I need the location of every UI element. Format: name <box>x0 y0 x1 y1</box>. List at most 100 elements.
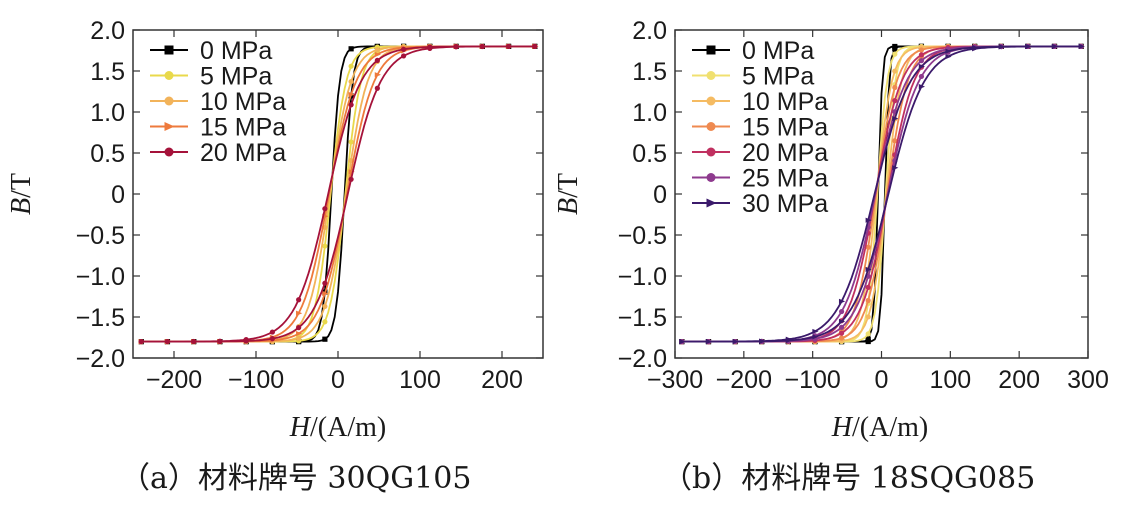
data-point <box>505 43 512 50</box>
data-point <box>918 52 925 58</box>
data-point <box>453 44 459 50</box>
data-point <box>705 338 713 345</box>
legend-marker <box>164 71 174 80</box>
y-tick-label: 1.0 <box>90 99 125 127</box>
data-point <box>865 284 871 290</box>
data-point <box>296 330 303 337</box>
legend-label: 15 MPa <box>200 114 286 142</box>
x-tick-label: −200 <box>716 366 772 394</box>
x-tick-label: −200 <box>146 366 202 394</box>
data-point <box>374 51 381 58</box>
data-point <box>296 310 303 316</box>
y-tick-label: −1.0 <box>76 263 125 291</box>
data-point <box>348 139 354 145</box>
legend-label: 10 MPa <box>200 88 286 116</box>
x-tick-label: 200 <box>998 366 1040 394</box>
x-tick-label: 200 <box>481 366 523 394</box>
y-tick-label: 1.0 <box>632 99 667 127</box>
data-point <box>972 46 979 52</box>
y-tick-label: 2.0 <box>90 17 125 45</box>
data-point <box>427 45 433 51</box>
legend-label: 5 MPa <box>200 63 272 91</box>
y-tick-label: −0.5 <box>618 222 667 250</box>
data-point <box>322 206 328 212</box>
data-point <box>732 338 739 345</box>
data-point <box>918 84 926 90</box>
panel-b-curves <box>679 43 1085 345</box>
data-point <box>892 84 898 91</box>
legend-marker <box>706 96 716 106</box>
legend-marker <box>706 45 716 55</box>
x-tick-label: 0 <box>875 366 889 394</box>
data-point <box>679 338 686 345</box>
x-tick-label: −100 <box>228 366 284 394</box>
panel-a-ticks: −200 −100 0 100 200 −2.0 −1.5 −1.0 −0.5 0 0.5 1.0 1.… <box>76 17 543 394</box>
data-point <box>269 336 275 342</box>
data-point <box>865 314 871 320</box>
data-point <box>838 330 845 336</box>
data-point <box>865 331 871 337</box>
data-point <box>918 63 926 70</box>
data-point <box>838 308 845 315</box>
legend-label: 20 MPa <box>200 139 286 167</box>
data-point <box>322 303 328 310</box>
data-point <box>401 53 407 59</box>
y-tick-label: 1.5 <box>632 58 667 86</box>
x-tick-label: −100 <box>785 366 841 394</box>
data-point <box>374 72 381 78</box>
data-point <box>759 338 766 344</box>
panel-a-ylabel: B/T <box>6 173 37 215</box>
data-point <box>348 63 354 69</box>
x-tick-label: 100 <box>929 366 971 394</box>
data-point <box>1025 43 1032 50</box>
data-point <box>348 169 355 175</box>
data-point <box>865 244 871 250</box>
panel-b-ticks: −300 −200 −100 0 100 200 300−2.0−1.5−1.0−0.500… <box>618 17 1109 394</box>
data-point <box>865 217 872 223</box>
data-point <box>348 78 354 85</box>
y-tick-label: −2.0 <box>618 345 667 373</box>
panel-a-plot-frame <box>132 29 544 359</box>
y-tick-label: −1.5 <box>618 304 667 332</box>
panel-a-curves <box>138 43 539 345</box>
legend-label: 0 MPa <box>742 37 814 65</box>
data-point <box>838 324 845 330</box>
data-point <box>269 329 275 335</box>
data-point <box>374 47 380 53</box>
data-point <box>401 46 407 52</box>
data-point <box>918 73 925 80</box>
data-point <box>1051 43 1059 50</box>
panel-b-ylabel: B/T <box>553 173 584 215</box>
data-point <box>892 115 899 122</box>
data-point <box>865 338 871 345</box>
x-tick-label: 100 <box>399 366 441 394</box>
data-point <box>348 176 354 182</box>
y-tick-label: 0 <box>111 181 125 209</box>
legend-label: 20 MPa <box>742 139 828 167</box>
panel-a-xlabel: H/(A/m) <box>289 412 386 443</box>
data-point <box>322 336 328 342</box>
panel-b-xlabel: H/(A/m) <box>831 412 928 443</box>
legend-marker <box>164 122 175 131</box>
data-point <box>322 319 328 325</box>
y-tick-label: −1.5 <box>76 304 125 332</box>
data-point <box>892 68 898 74</box>
legend-marker <box>706 122 716 131</box>
legend-label: 15 MPa <box>742 114 828 142</box>
data-point <box>374 57 380 64</box>
panel-a-caption: （a）材料牌号 30QG105 <box>120 461 471 496</box>
legend-marker <box>706 147 716 157</box>
panel-b: −300 −200 −100 0 100 200 300−2.0−1.5−1.0−0.500… <box>553 17 1109 496</box>
data-point <box>191 338 197 345</box>
data-point <box>296 297 302 303</box>
data-point <box>296 324 302 331</box>
series-line-30-mpa-lower <box>681 45 1082 343</box>
data-point <box>865 266 872 273</box>
data-point <box>892 46 898 52</box>
data-point <box>374 85 380 91</box>
legend-marker <box>706 71 716 80</box>
data-point <box>918 47 925 53</box>
y-tick-label: 0.5 <box>90 140 125 168</box>
y-tick-label: −0.5 <box>76 222 125 250</box>
